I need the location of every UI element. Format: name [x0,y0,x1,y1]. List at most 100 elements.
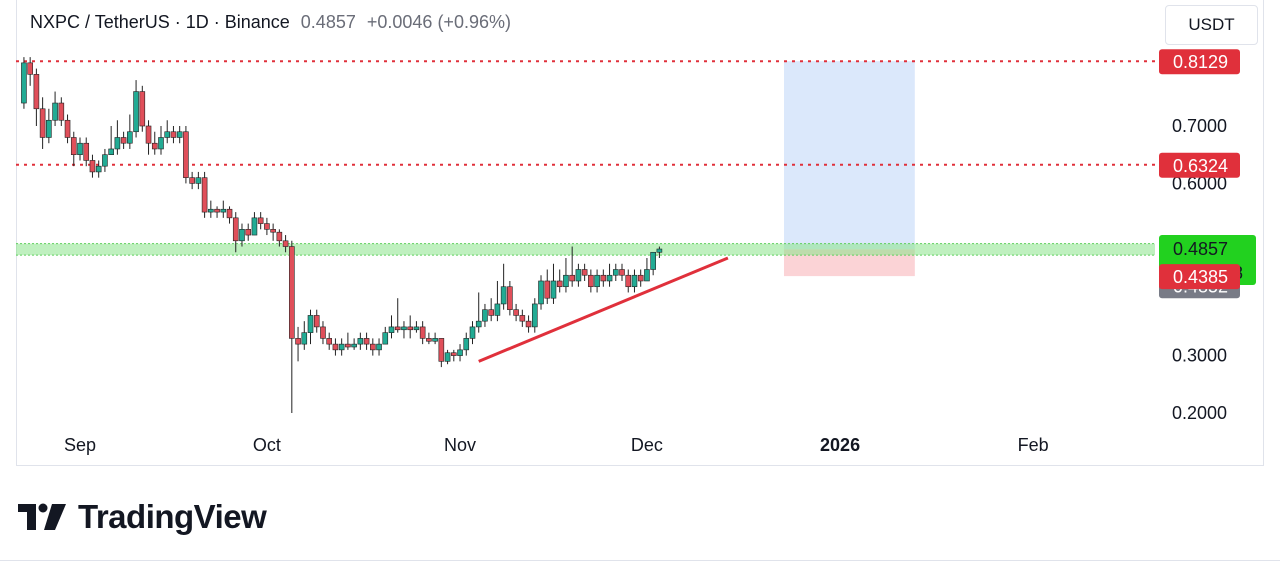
candle-body [83,142,90,161]
candle-body [77,142,83,156]
candle-body [214,208,220,213]
candle-body [270,229,276,233]
candle-body [127,131,133,144]
candle-body [531,303,538,328]
candle-body [388,326,395,333]
candle-body [625,274,632,288]
candle-body [251,217,258,236]
candle-body [320,326,326,339]
candle-body [232,217,239,242]
candle-body [257,217,264,224]
candle-body [376,343,382,351]
candle-body [338,343,345,351]
candle-body [382,332,389,345]
candle-body [563,274,569,288]
candle-body [264,223,270,230]
candle-body [513,309,519,316]
symbol-title[interactable]: NXPC / TetherUS · 1D · Binance [30,12,290,32]
candle-body [145,125,152,144]
candle-body [239,229,245,242]
candle-body [500,286,507,305]
candle-body [656,248,663,253]
candle-body [457,349,463,356]
candle-body [282,240,289,247]
candle-body [644,269,650,282]
candle-body [307,315,314,333]
candle-body [475,320,482,328]
candle-body [33,74,40,110]
tradingview-icon [18,503,66,530]
candle-body [301,332,308,345]
candle-body [488,309,494,316]
candle-body [575,269,582,282]
candle-body [588,274,594,288]
candle-body [52,102,58,121]
level-price-badge-text: 0.6324 [1173,156,1228,176]
candle-body [114,137,121,150]
candle-body [581,269,588,276]
candle-body [151,142,158,150]
candle-body [519,315,526,322]
candle-body [463,338,470,351]
y-tick-label: 0.6000 [1172,173,1227,193]
candle-body [569,274,575,282]
price-change: +0.0046 (+0.96%) [366,12,511,32]
candle-body [27,62,33,75]
candle-body [95,165,102,173]
candle-body [21,62,27,104]
x-tick-label: Oct [253,435,281,455]
y-tick-label: 0.7000 [1172,116,1227,136]
candle-body [363,338,370,345]
candle-body [46,119,52,138]
current-price-text: 0.4857 [1173,239,1228,259]
candle-body [525,320,532,328]
candle-body [220,208,227,213]
last-price: 0.4857 [300,12,356,32]
candle-body [208,208,214,213]
candle-body [619,269,625,276]
brand-name: TradingView [78,498,267,535]
candle-body [407,326,413,331]
divider [0,560,1280,561]
candle-body [276,231,283,242]
x-tick-label: 2026 [820,435,860,455]
candle-body [444,352,451,362]
chart-frame [16,0,1264,466]
candle-body [550,280,557,299]
candle-body [108,148,114,156]
candle-body [413,326,420,331]
candle-body [102,154,108,167]
y-tick-label: 0.2000 [1172,403,1227,423]
candle-body [538,280,544,305]
price-chart[interactable]: 0.2000 0.3000 0.6000 0.7000 Sep Oct Nov Dec 2026… [0,0,1280,470]
candle-body [189,177,195,184]
candle-body [370,343,376,351]
tradingview-logo[interactable]: TradingView [18,498,267,536]
currency-button[interactable]: USDT [1165,5,1258,45]
candle-body [544,280,551,299]
candle-body [606,274,613,282]
candle-body [245,229,252,236]
candle-body [482,309,488,322]
candle-body [494,303,501,316]
candle-body [195,177,202,184]
candle-body [394,326,401,331]
ascending-trendline [478,256,729,363]
candle-body [89,160,96,173]
level-price-badge [1159,49,1240,75]
candle-body [450,352,457,356]
candle-body [345,343,351,348]
x-tick-label: Dec [631,435,663,455]
support-zone [16,243,1155,256]
stop-price-badge [1159,264,1240,290]
candle-body [332,343,339,351]
chart-header: NXPC / TetherUS · 1D · Binance 0.4857 +0… [30,12,511,33]
candle-body [438,338,445,362]
candle-body [600,274,607,282]
candle-body [139,91,146,127]
candle-body [426,338,432,342]
candle-body [176,131,183,138]
candle-body [326,338,333,345]
candle-body [556,280,563,288]
candle-body [70,137,77,155]
